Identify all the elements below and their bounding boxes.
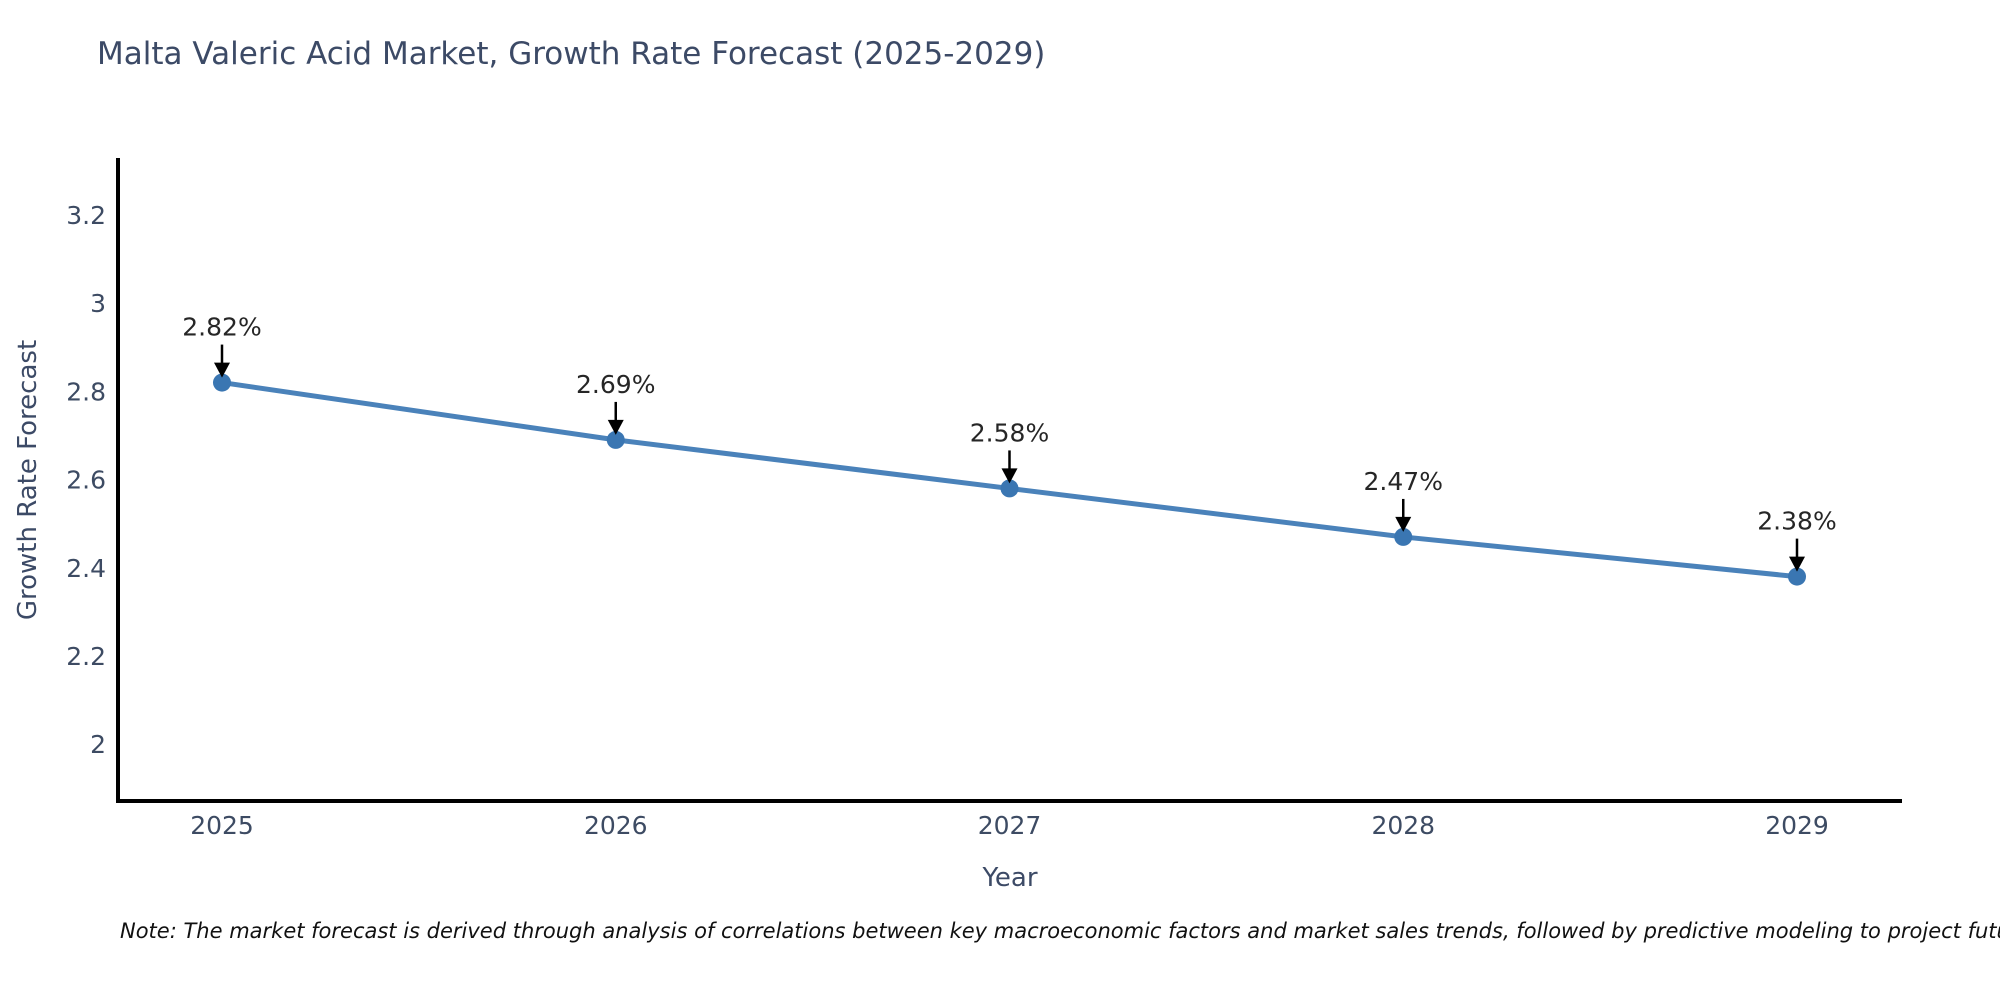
y-tick-label: 2	[90, 730, 106, 759]
x-tick-label: 2027	[978, 811, 1042, 840]
data-point	[213, 373, 231, 392]
data-point	[606, 430, 625, 449]
x-tick-label: 2026	[584, 811, 648, 840]
annotation-arrowhead	[607, 419, 624, 435]
y-tick-label: 2.6	[66, 466, 106, 495]
data-point	[1000, 479, 1019, 498]
annotation-arrowhead	[1789, 556, 1805, 572]
annotation-label: 2.38%	[1757, 507, 1836, 536]
x-tick-label: 2029	[1765, 811, 1829, 840]
annotation-label: 2.69%	[576, 370, 655, 399]
footnote: Note: The market forecast is derived thr…	[120, 919, 2000, 943]
x-tick-label: 2025	[190, 811, 254, 840]
y-tick-label: 2.8	[66, 377, 106, 406]
annotation-label: 2.82%	[182, 313, 261, 342]
annotation-arrowhead	[1001, 468, 1018, 484]
y-tick-label: 3	[90, 289, 106, 318]
y-tick-label: 2.2	[66, 642, 106, 671]
annotation-arrowhead	[1395, 516, 1412, 532]
y-tick-label: 2.4	[66, 554, 106, 583]
x-axis-title: Year	[982, 863, 1038, 893]
chart-title: Malta Valeric Acid Market, Growth Rate F…	[97, 36, 1046, 72]
x-tick-label: 2028	[1371, 811, 1435, 840]
annotation-label: 2.47%	[1364, 467, 1443, 496]
annotation-label: 2.58%	[970, 418, 1049, 447]
annotation-arrowhead	[214, 362, 230, 378]
data-point	[1394, 527, 1413, 546]
data-point	[1788, 567, 1806, 586]
y-tick-label: 3.2	[66, 201, 106, 230]
